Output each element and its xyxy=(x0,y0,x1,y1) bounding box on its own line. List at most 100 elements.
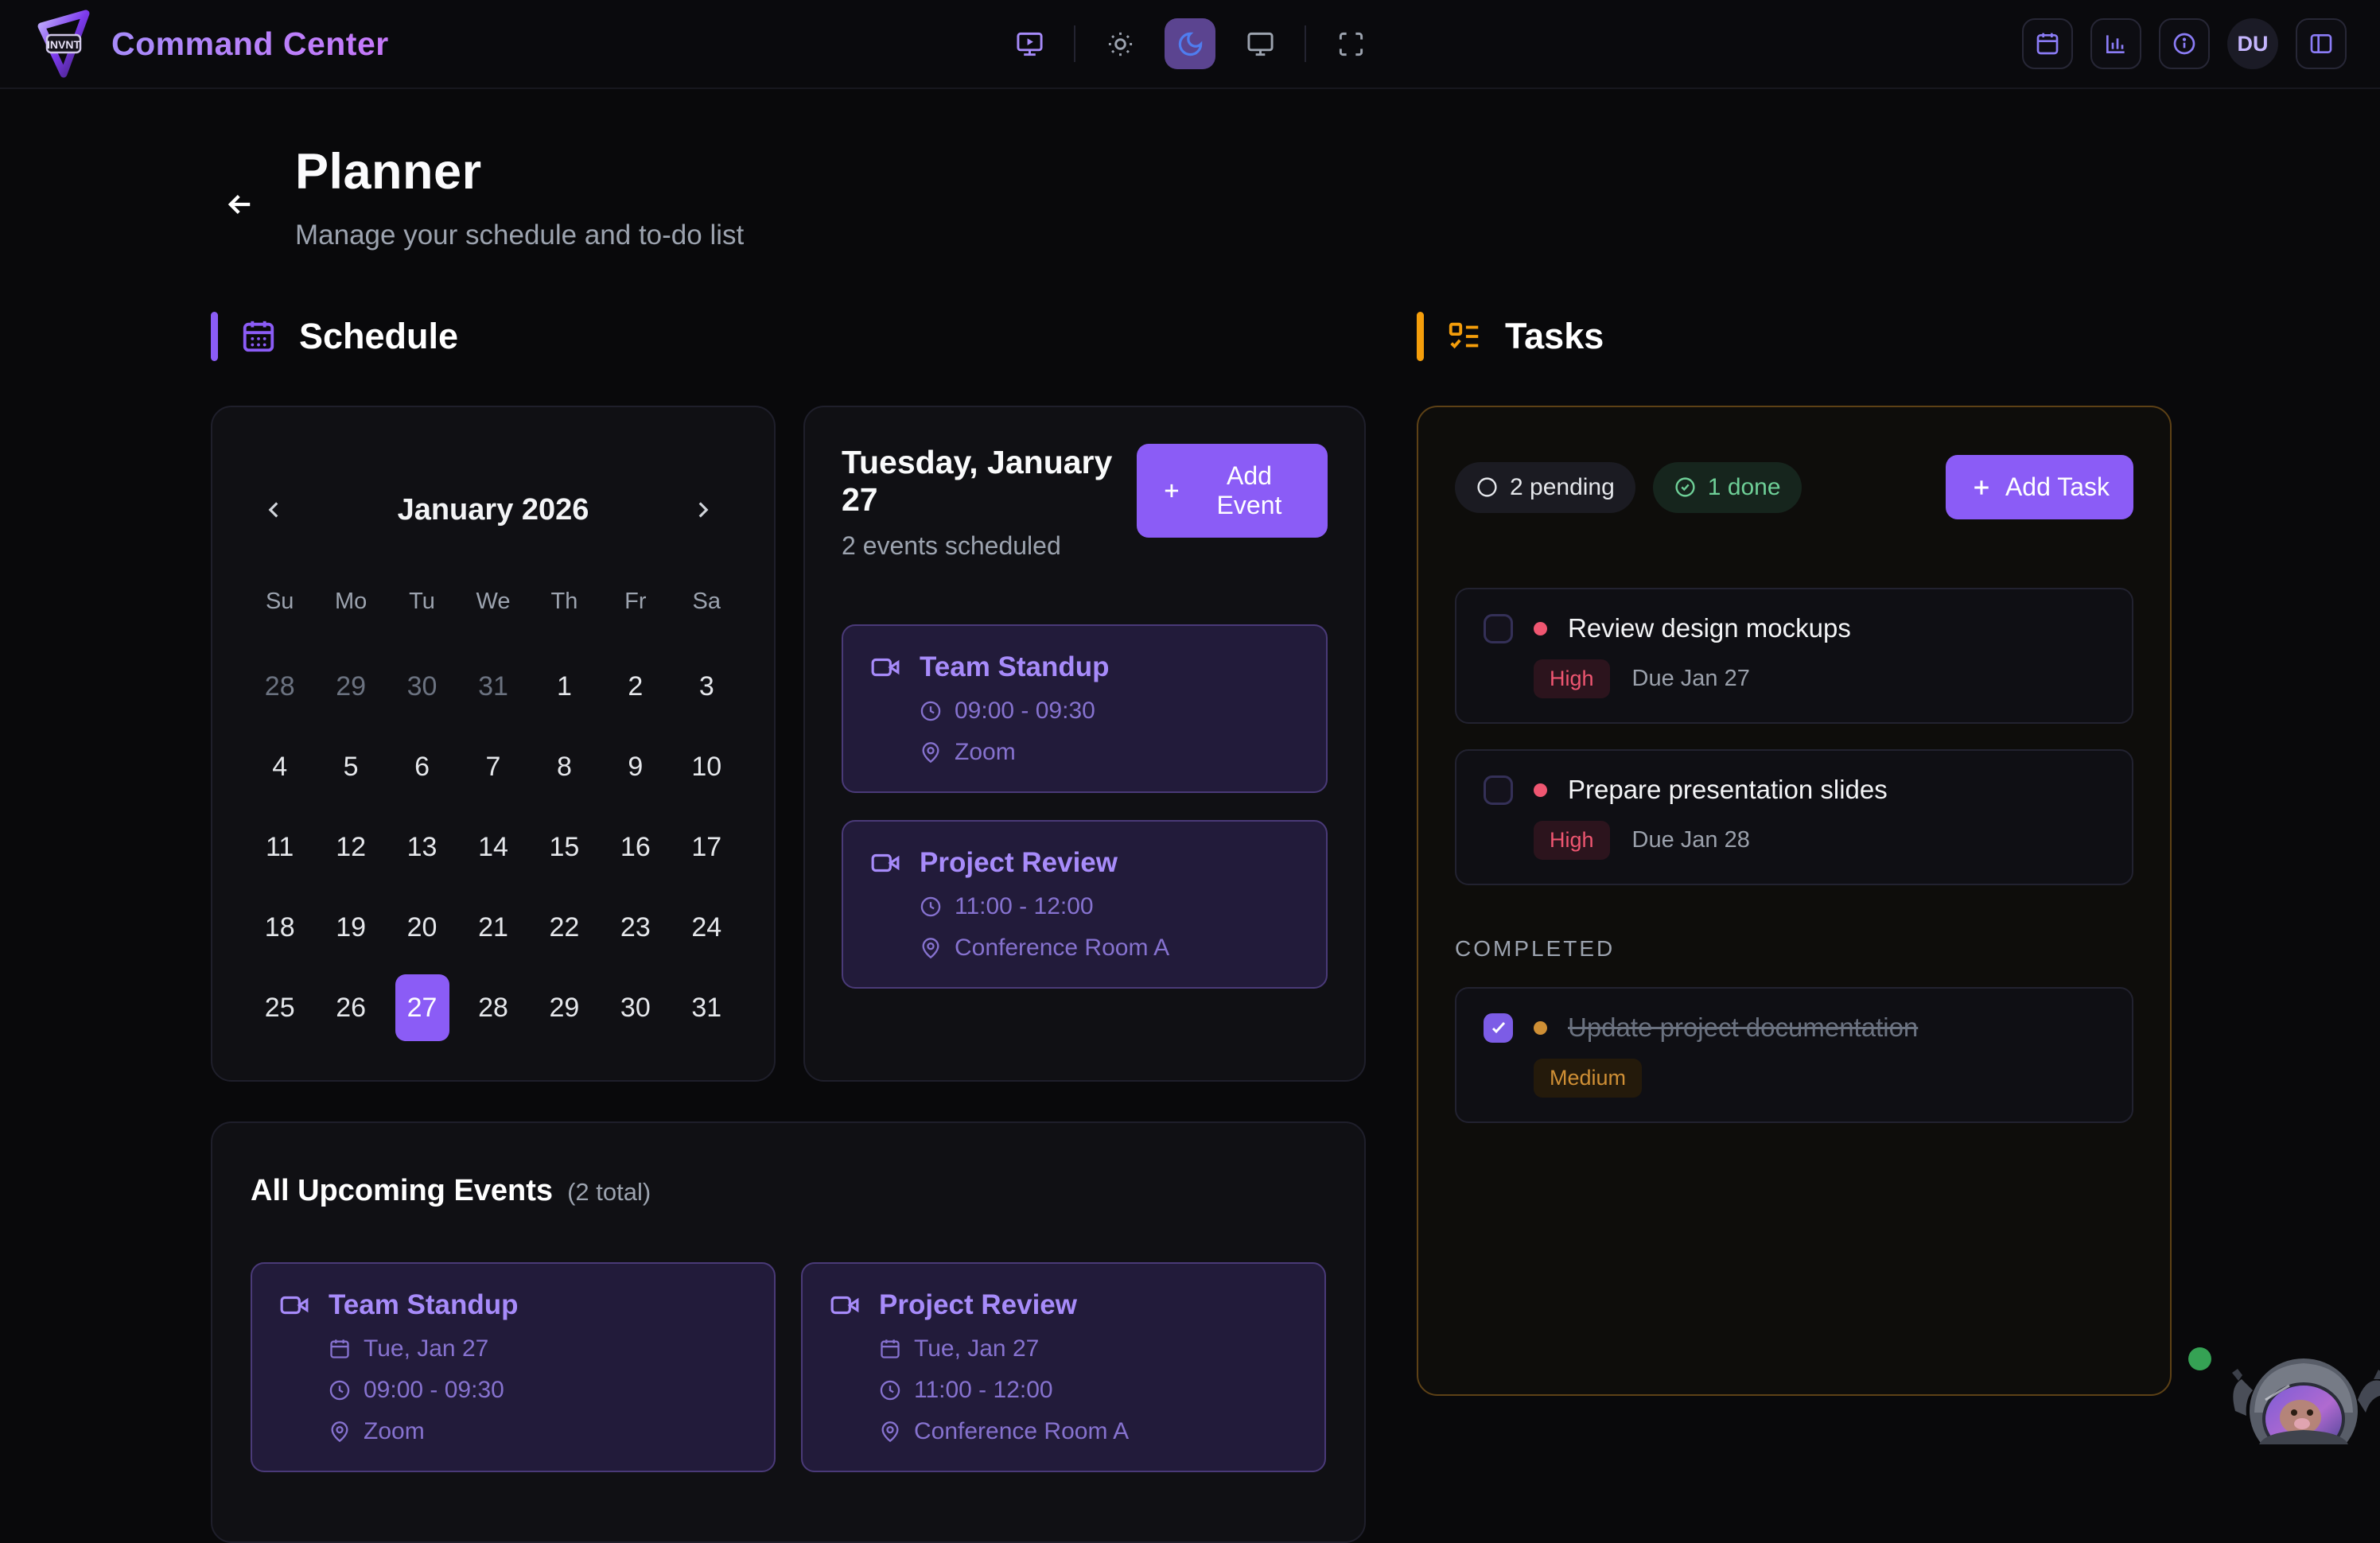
calendar-day[interactable]: 13 xyxy=(395,814,449,880)
calendar-day[interactable]: 26 xyxy=(324,974,378,1041)
calendar-day[interactable]: 27 xyxy=(395,974,449,1041)
calendar-day[interactable]: 29 xyxy=(537,974,591,1041)
calendar-cell: 27 xyxy=(387,974,457,1041)
presentation-mode-button[interactable] xyxy=(1004,18,1055,69)
page-header: Planner Manage your schedule and to-do l… xyxy=(224,143,744,251)
calendar-weekday: Fr xyxy=(624,589,647,614)
task-checkbox[interactable] xyxy=(1484,775,1513,805)
event-date-row: Tue, Jan 27 xyxy=(329,1335,747,1362)
clock-icon xyxy=(920,896,941,917)
done-badge: 1 done xyxy=(1652,461,1802,513)
calendar-weekday: We xyxy=(476,589,511,614)
priority-badge: High xyxy=(1534,821,1610,860)
calendar-day[interactable]: 1 xyxy=(537,653,591,720)
event-location-row: Zoom xyxy=(329,1418,747,1445)
toggle-sidebar-button[interactable] xyxy=(2296,18,2347,69)
pending-task-list: Review design mockups High Due Jan 27 Pr… xyxy=(1455,588,2133,885)
calendar-day[interactable]: 14 xyxy=(466,814,520,880)
calendar-day[interactable]: 21 xyxy=(466,894,520,961)
task-checkbox[interactable] xyxy=(1484,613,1513,643)
event-location-row: Conference Room A xyxy=(879,1418,1297,1445)
calendar-day[interactable]: 10 xyxy=(679,733,733,800)
task-title: Prepare presentation slides xyxy=(1568,775,1888,804)
calendar-shortcut-button[interactable] xyxy=(2022,18,2073,69)
calendar-cell: 31 xyxy=(671,974,742,1041)
upcoming-title: All Upcoming Events xyxy=(251,1174,554,1207)
calendar-day[interactable]: 16 xyxy=(609,814,663,880)
dark-theme-button[interactable] xyxy=(1165,18,1215,69)
calendar-day[interactable]: 2 xyxy=(609,653,663,720)
calendar-day[interactable]: 30 xyxy=(609,974,663,1041)
calendar-day[interactable]: 12 xyxy=(324,814,378,880)
calendar-day[interactable]: 17 xyxy=(679,814,733,880)
event-card[interactable]: Project Review Tue, Jan 27 11:00 - 12:00… xyxy=(801,1262,1326,1472)
event-time-row: 11:00 - 12:00 xyxy=(920,893,1299,920)
event-location: Zoom xyxy=(364,1418,425,1444)
prev-month-button[interactable] xyxy=(260,492,297,528)
divider xyxy=(1305,25,1306,62)
upcoming-events-card: All Upcoming Events (2 total) Team Stand… xyxy=(211,1121,1366,1543)
calendar-cell: 10 xyxy=(671,733,742,800)
back-button[interactable] xyxy=(224,185,263,224)
calendar-day[interactable]: 6 xyxy=(395,733,449,800)
calendar-cell: 30 xyxy=(387,653,457,720)
calendar-day[interactable]: 23 xyxy=(609,894,663,961)
calendar-day[interactable]: 5 xyxy=(324,733,378,800)
event-time-row: 09:00 - 09:30 xyxy=(329,1377,747,1404)
calendar-day[interactable]: 30 xyxy=(395,653,449,720)
add-event-button[interactable]: Add Event xyxy=(1137,444,1328,538)
calendar-day[interactable]: 24 xyxy=(679,894,733,961)
calendar-cell: 12 xyxy=(315,814,386,880)
calendar-day[interactable]: 20 xyxy=(395,894,449,961)
calendar-cell: 4 xyxy=(244,733,315,800)
event-card[interactable]: Team Standup 09:00 - 09:30 Zoom xyxy=(842,624,1328,793)
schedule-section: Schedule January 2026 Su Mo Tu We Th Fr Sa 28 2… xyxy=(211,312,1366,1543)
task-stats-row: 2 pending 1 done Add Task xyxy=(1455,455,2133,519)
calendar-day[interactable]: 3 xyxy=(679,653,733,720)
calendar-day[interactable]: 9 xyxy=(609,733,663,800)
fullscreen-button[interactable] xyxy=(1325,18,1376,69)
calendar-weekday: Sa xyxy=(692,589,721,614)
calendar-day[interactable]: 18 xyxy=(253,894,307,961)
event-date: Tue, Jan 27 xyxy=(364,1335,489,1362)
calendar-cell: 24 xyxy=(671,894,742,961)
arrow-left-icon xyxy=(228,195,251,214)
day-events-card: Tuesday, January 27 2 events scheduled A… xyxy=(803,406,1366,1082)
analytics-shortcut-button[interactable] xyxy=(2090,18,2141,69)
calendar-day[interactable]: 7 xyxy=(466,733,520,800)
calendar-day[interactable]: 22 xyxy=(537,894,591,961)
info-button[interactable] xyxy=(2159,18,2210,69)
calendar-day[interactable]: 28 xyxy=(466,974,520,1041)
event-card[interactable]: Project Review 11:00 - 12:00 Conference … xyxy=(842,820,1328,989)
light-theme-button[interactable] xyxy=(1095,18,1145,69)
calendar-day[interactable]: 15 xyxy=(537,814,591,880)
add-task-button[interactable]: Add Task xyxy=(1945,455,2133,519)
calendar-day[interactable]: 8 xyxy=(537,733,591,800)
calendar-day[interactable]: 31 xyxy=(466,653,520,720)
calendar-day[interactable]: 28 xyxy=(253,653,307,720)
map-pin-icon xyxy=(922,742,939,764)
task-card: Review design mockups High Due Jan 27 xyxy=(1455,588,2133,724)
event-name: Team Standup xyxy=(920,651,1110,682)
next-month-button[interactable] xyxy=(690,492,726,528)
moon-icon xyxy=(1178,32,1202,56)
event-name: Team Standup xyxy=(329,1289,519,1320)
calendar-day[interactable]: 11 xyxy=(253,814,307,880)
calendar-day[interactable]: 25 xyxy=(253,974,307,1041)
calendar-day[interactable]: 4 xyxy=(253,733,307,800)
task-checkbox[interactable] xyxy=(1484,1012,1513,1043)
calendar-day[interactable]: 29 xyxy=(324,653,378,720)
calendar-day[interactable]: 19 xyxy=(324,894,378,961)
schedule-section-title: Schedule xyxy=(299,316,459,356)
due-date: Due Jan 27 xyxy=(1631,666,1750,691)
priority-badge: Medium xyxy=(1534,1059,1643,1098)
system-theme-button[interactable] xyxy=(1235,18,1285,69)
event-time: 09:00 - 09:30 xyxy=(955,698,1095,724)
calendar-days-icon xyxy=(243,321,274,352)
screen-play-icon xyxy=(1016,32,1043,56)
calendar-weekday: Tu xyxy=(409,589,435,614)
calendar-day[interactable]: 31 xyxy=(679,974,733,1041)
user-avatar[interactable]: DU xyxy=(2227,18,2278,69)
calendar-cell: 25 xyxy=(244,974,315,1041)
event-card[interactable]: Team Standup Tue, Jan 27 09:00 - 09:30 Z… xyxy=(251,1262,776,1472)
